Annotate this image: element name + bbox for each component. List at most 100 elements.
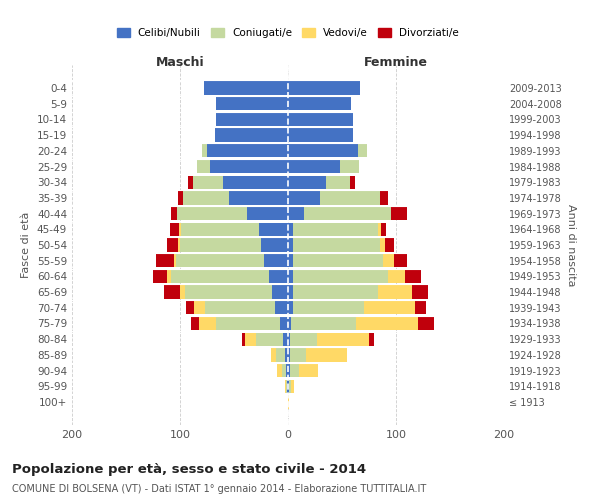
Bar bbox=[356, 317, 418, 330]
Bar bbox=[380, 238, 385, 252]
Bar bbox=[181, 222, 259, 236]
Bar bbox=[288, 191, 320, 204]
Bar bbox=[290, 348, 307, 362]
Bar bbox=[183, 191, 229, 204]
Bar bbox=[272, 286, 288, 299]
Bar bbox=[283, 332, 288, 346]
Bar bbox=[377, 286, 412, 299]
Bar bbox=[391, 207, 407, 220]
Bar bbox=[288, 160, 340, 173]
Bar bbox=[288, 82, 361, 94]
Bar bbox=[288, 144, 358, 158]
Bar bbox=[394, 254, 407, 268]
Text: COMUNE DI BOLSENA (VT) - Dati ISTAT 1° gennaio 2014 - Elaborazione TUTTITALIA.IT: COMUNE DI BOLSENA (VT) - Dati ISTAT 1° g… bbox=[12, 484, 426, 494]
Bar bbox=[277, 364, 281, 377]
Bar bbox=[288, 317, 291, 330]
Bar bbox=[229, 191, 288, 204]
Bar bbox=[180, 286, 185, 299]
Bar bbox=[307, 348, 347, 362]
Y-axis label: Fasce di età: Fasce di età bbox=[22, 212, 31, 278]
Bar bbox=[281, 364, 286, 377]
Bar bbox=[223, 176, 288, 189]
Bar bbox=[261, 238, 288, 252]
Bar bbox=[288, 396, 289, 408]
Bar bbox=[326, 176, 350, 189]
Bar bbox=[286, 380, 287, 393]
Bar bbox=[350, 176, 355, 189]
Bar bbox=[280, 317, 288, 330]
Bar bbox=[172, 207, 177, 220]
Text: Popolazione per età, sesso e stato civile - 2014: Popolazione per età, sesso e stato civil… bbox=[12, 462, 366, 475]
Bar bbox=[156, 254, 173, 268]
Bar bbox=[287, 380, 288, 393]
Bar bbox=[293, 222, 377, 236]
Bar bbox=[388, 270, 404, 283]
Bar bbox=[188, 176, 193, 189]
Bar bbox=[179, 222, 181, 236]
Bar bbox=[415, 301, 426, 314]
Bar bbox=[245, 332, 256, 346]
Bar bbox=[256, 332, 283, 346]
Bar bbox=[215, 317, 280, 330]
Bar bbox=[304, 207, 391, 220]
Bar bbox=[199, 317, 215, 330]
Bar bbox=[185, 286, 272, 299]
Bar bbox=[285, 380, 286, 393]
Bar bbox=[288, 364, 290, 377]
Bar bbox=[291, 317, 356, 330]
Text: Maschi: Maschi bbox=[155, 56, 205, 69]
Bar bbox=[288, 207, 304, 220]
Bar bbox=[288, 113, 353, 126]
Bar bbox=[293, 270, 388, 283]
Bar bbox=[293, 238, 380, 252]
Bar bbox=[289, 380, 291, 393]
Bar bbox=[364, 301, 415, 314]
Bar bbox=[215, 97, 288, 110]
Bar bbox=[259, 222, 288, 236]
Bar bbox=[340, 160, 359, 173]
Bar bbox=[205, 301, 275, 314]
Bar bbox=[167, 270, 172, 283]
Bar bbox=[275, 301, 288, 314]
Bar bbox=[404, 270, 421, 283]
Bar bbox=[210, 160, 288, 173]
Bar bbox=[170, 222, 179, 236]
Bar bbox=[286, 364, 288, 377]
Legend: Celibi/Nubili, Coniugati/e, Vedovi/e, Divorziati/e: Celibi/Nubili, Coniugati/e, Vedovi/e, Di… bbox=[113, 24, 463, 42]
Bar bbox=[299, 364, 318, 377]
Bar bbox=[197, 160, 210, 173]
Bar bbox=[269, 270, 288, 283]
Bar bbox=[380, 191, 388, 204]
Bar bbox=[377, 222, 381, 236]
Bar bbox=[215, 113, 288, 126]
Bar bbox=[320, 191, 380, 204]
Bar bbox=[293, 254, 383, 268]
Bar bbox=[290, 332, 317, 346]
Bar bbox=[369, 332, 374, 346]
Bar bbox=[153, 270, 167, 283]
Bar bbox=[288, 128, 353, 142]
Bar bbox=[288, 348, 290, 362]
Bar bbox=[358, 144, 367, 158]
Bar bbox=[242, 332, 245, 346]
Bar bbox=[164, 286, 180, 299]
Bar bbox=[271, 348, 276, 362]
Bar bbox=[264, 254, 288, 268]
Bar bbox=[176, 254, 264, 268]
Bar bbox=[288, 270, 293, 283]
Bar bbox=[193, 176, 223, 189]
Bar bbox=[288, 222, 293, 236]
Bar bbox=[207, 144, 288, 158]
Bar bbox=[177, 207, 247, 220]
Bar bbox=[178, 191, 183, 204]
Bar bbox=[191, 317, 199, 330]
Bar bbox=[276, 348, 285, 362]
Bar bbox=[290, 364, 299, 377]
Bar bbox=[173, 254, 176, 268]
Bar bbox=[167, 238, 178, 252]
Bar bbox=[293, 286, 377, 299]
Bar bbox=[180, 238, 261, 252]
Bar bbox=[178, 238, 180, 252]
Bar bbox=[288, 301, 293, 314]
Y-axis label: Anni di nascita: Anni di nascita bbox=[566, 204, 575, 286]
